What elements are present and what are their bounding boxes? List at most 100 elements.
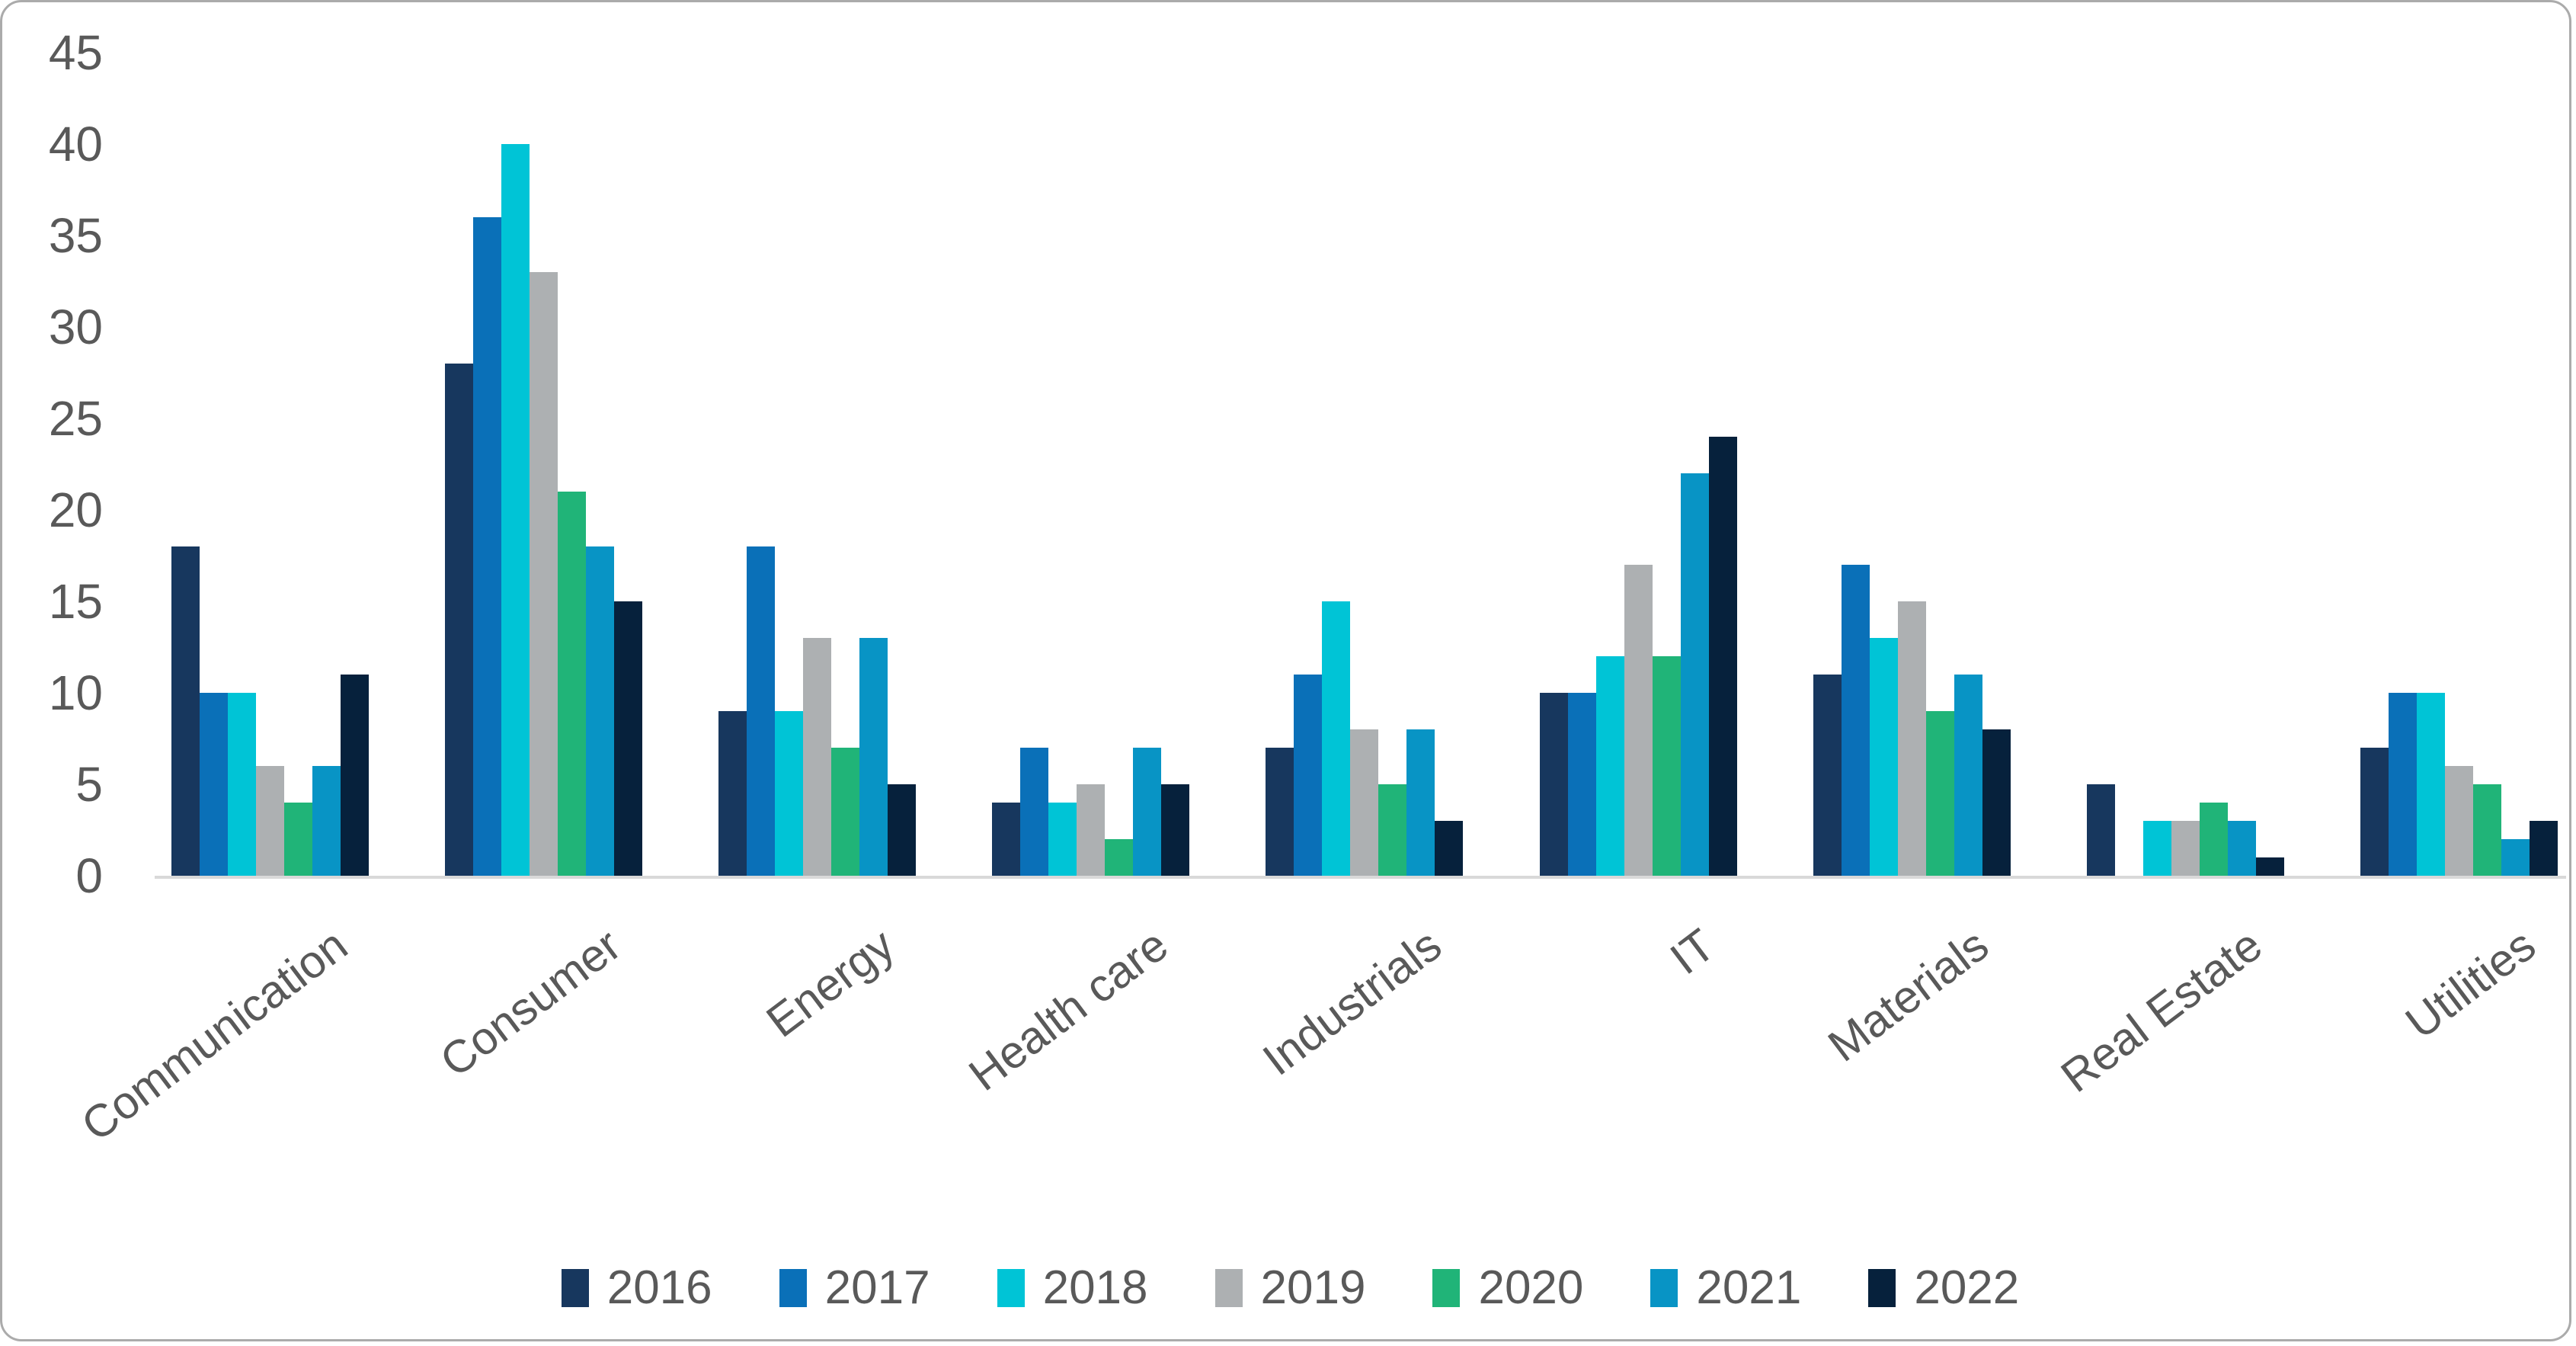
x-axis-label-consumer: Consumer <box>430 918 630 1087</box>
x-axis-label-communication: Communication <box>72 918 357 1152</box>
bar-2017-it <box>1567 693 1596 876</box>
bar-2022-materials <box>1982 729 2011 876</box>
legend: 2016 2017 2018 2019 2020 2021 2022 <box>2 1254 2569 1322</box>
y-tick-label: 40 <box>48 117 103 171</box>
bar-2021-materials <box>1954 675 1982 876</box>
bar-2022-real-estate <box>2255 857 2284 876</box>
x-axis-label-utilities: Utilities <box>2396 918 2546 1049</box>
legend-swatch-2022 <box>1868 1269 1896 1307</box>
bar-2018-communication <box>228 693 256 876</box>
bar-2020-consumer <box>558 492 587 876</box>
bar-2017-industrials <box>1294 675 1323 876</box>
bar-2016-consumer <box>445 364 474 876</box>
bar-2019-industrials <box>1350 729 1379 876</box>
legend-label-2017: 2017 <box>824 1261 930 1314</box>
bar-2021-utilities <box>2501 839 2530 876</box>
y-tick-label: 0 <box>75 848 103 903</box>
bar-2016-real-estate <box>2086 784 2115 876</box>
bar-2019-energy <box>803 638 832 876</box>
y-tick-label: 45 <box>48 25 103 80</box>
bar-2019-communication <box>256 766 284 876</box>
bar-2019-utilities <box>2444 766 2473 876</box>
bar-2022-industrials <box>1435 821 1464 876</box>
legend-label-2022: 2022 <box>1914 1261 2020 1314</box>
bar-2022-communication <box>341 675 369 876</box>
bar-2016-health-care <box>992 803 1021 876</box>
y-tick-label: 25 <box>48 391 103 446</box>
bar-2017-communication <box>200 693 228 876</box>
bar-2018-consumer <box>501 144 530 876</box>
bar-2016-utilities <box>2360 748 2389 876</box>
bar-2018-it <box>1595 656 1624 876</box>
x-axis-label-energy: Energy <box>757 918 904 1047</box>
bar-2020-real-estate <box>2199 803 2228 876</box>
y-tick-label: 20 <box>48 482 103 537</box>
legend-label-2016: 2016 <box>606 1261 712 1314</box>
bar-2019-health-care <box>1077 784 1106 876</box>
bar-2016-it <box>1539 693 1568 876</box>
bar-2016-industrials <box>1266 748 1294 876</box>
y-tick-label: 10 <box>48 665 103 720</box>
bar-2019-it <box>1624 565 1653 876</box>
bar-2020-it <box>1652 656 1681 876</box>
y-tick-label: 15 <box>48 574 103 629</box>
x-axis-label-industrials: Industrials <box>1253 918 1451 1085</box>
bar-2017-utilities <box>2388 693 2417 876</box>
bar-2018-utilities <box>2416 693 2445 876</box>
bar-2018-energy <box>775 711 804 876</box>
legend-item-2022: 2022 <box>1868 1264 2019 1312</box>
bar-2017-consumer <box>473 217 502 876</box>
bar-2021-it <box>1680 473 1709 876</box>
bar-2022-utilities <box>2529 821 2558 876</box>
bar-2020-energy <box>831 748 860 876</box>
bar-2020-utilities <box>2472 784 2501 876</box>
bar-2022-it <box>1708 437 1737 876</box>
x-axis-label-health-care: Health care <box>959 918 1177 1101</box>
legend-swatch-2018 <box>997 1269 1025 1307</box>
bar-2017-health-care <box>1020 748 1049 876</box>
legend-swatch-2016 <box>561 1269 589 1307</box>
y-tick-label: 30 <box>48 300 103 354</box>
bar-2021-communication <box>312 766 341 876</box>
bar-2018-industrials <box>1322 601 1351 876</box>
x-axis-label-materials: Materials <box>1819 918 1998 1072</box>
y-tick-label: 35 <box>48 208 103 263</box>
x-axis-label-it: IT <box>1661 918 1724 985</box>
legend-item-2021: 2021 <box>1650 1264 1801 1312</box>
bar-2021-consumer <box>586 546 615 876</box>
bar-2022-energy <box>888 784 917 876</box>
bar-2019-materials <box>1897 601 1926 876</box>
x-axis-line <box>155 876 2566 879</box>
bar-2017-materials <box>1841 565 1870 876</box>
y-tick-label: 5 <box>75 757 103 812</box>
bar-2022-health-care <box>1161 784 1190 876</box>
bar-2021-health-care <box>1133 748 1162 876</box>
bar-2016-materials <box>1813 675 1842 876</box>
bar-2020-industrials <box>1378 784 1407 876</box>
legend-swatch-2019 <box>1214 1269 1243 1307</box>
legend-item-2017: 2017 <box>779 1264 930 1312</box>
legend-swatch-2021 <box>1650 1269 1678 1307</box>
bar-2022-consumer <box>614 601 643 876</box>
bar-2016-energy <box>718 711 747 876</box>
bar-2021-real-estate <box>2227 821 2256 876</box>
bar-2016-communication <box>171 546 200 876</box>
legend-label-2021: 2021 <box>1696 1261 1802 1314</box>
legend-label-2018: 2018 <box>1042 1261 1148 1314</box>
bar-2020-communication <box>284 803 312 876</box>
legend-label-2020: 2020 <box>1478 1261 1584 1314</box>
bar-2020-health-care <box>1105 839 1134 876</box>
legend-swatch-2017 <box>779 1269 807 1307</box>
bar-2018-real-estate <box>2142 821 2171 876</box>
legend-item-2016: 2016 <box>561 1261 712 1314</box>
legend-item-2018: 2018 <box>997 1264 1148 1312</box>
x-axis-label-real-estate: Real Estate <box>2052 918 2272 1102</box>
bar-2018-materials <box>1869 638 1898 876</box>
bar-2019-real-estate <box>2171 821 2200 876</box>
legend-item-2019: 2019 <box>1214 1264 1365 1312</box>
bar-2020-materials <box>1925 711 1954 876</box>
legend-item-2020: 2020 <box>1432 1264 1583 1312</box>
bar-2021-energy <box>859 638 888 876</box>
legend-swatch-2020 <box>1432 1269 1461 1307</box>
